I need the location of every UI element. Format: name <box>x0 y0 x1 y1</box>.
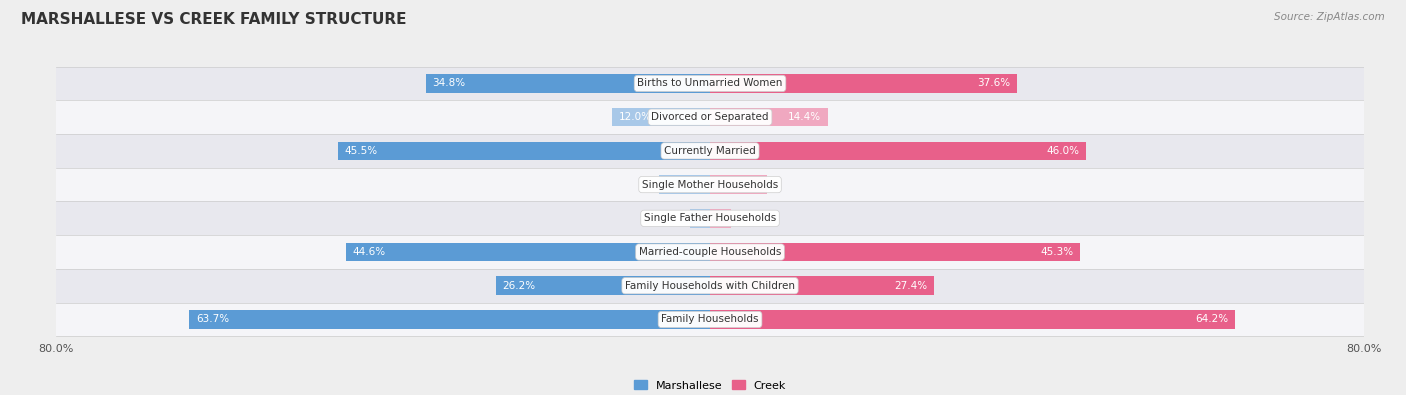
Text: 2.6%: 2.6% <box>700 213 727 223</box>
Text: 6.3%: 6.3% <box>662 180 689 190</box>
Text: 44.6%: 44.6% <box>352 247 385 257</box>
Text: 34.8%: 34.8% <box>432 79 465 88</box>
Text: Births to Unmarried Women: Births to Unmarried Women <box>637 79 783 88</box>
Text: 63.7%: 63.7% <box>195 314 229 324</box>
Bar <box>496 276 710 295</box>
Bar <box>56 235 1364 269</box>
Bar <box>56 134 1364 168</box>
Bar <box>56 67 1364 100</box>
Text: 46.0%: 46.0% <box>1046 146 1080 156</box>
Bar <box>56 269 1364 303</box>
Text: MARSHALLESE VS CREEK FAMILY STRUCTURE: MARSHALLESE VS CREEK FAMILY STRUCTURE <box>21 12 406 27</box>
Text: Currently Married: Currently Married <box>664 146 756 156</box>
Bar <box>658 175 710 194</box>
Bar <box>690 209 710 228</box>
Bar <box>56 201 1364 235</box>
Bar <box>710 276 934 295</box>
Text: 37.6%: 37.6% <box>977 79 1011 88</box>
Bar <box>56 303 1364 336</box>
Text: Source: ZipAtlas.com: Source: ZipAtlas.com <box>1274 12 1385 22</box>
Bar <box>56 168 1364 201</box>
Text: 27.4%: 27.4% <box>894 281 928 291</box>
Bar <box>710 209 731 228</box>
Text: Family Households with Children: Family Households with Children <box>626 281 794 291</box>
Text: Single Mother Households: Single Mother Households <box>643 180 778 190</box>
Bar <box>612 108 710 126</box>
Bar <box>190 310 710 329</box>
Bar <box>710 74 1018 93</box>
Text: 7.0%: 7.0% <box>737 180 763 190</box>
Text: Family Households: Family Households <box>661 314 759 324</box>
Text: 14.4%: 14.4% <box>787 112 821 122</box>
Text: 2.4%: 2.4% <box>695 213 721 223</box>
Bar <box>346 243 710 261</box>
Text: Divorced or Separated: Divorced or Separated <box>651 112 769 122</box>
Bar <box>710 175 768 194</box>
Bar <box>56 100 1364 134</box>
Text: 64.2%: 64.2% <box>1195 314 1229 324</box>
Text: Married-couple Households: Married-couple Households <box>638 247 782 257</box>
Bar <box>710 310 1234 329</box>
Bar <box>710 243 1080 261</box>
Text: 26.2%: 26.2% <box>502 281 536 291</box>
Text: 12.0%: 12.0% <box>619 112 651 122</box>
Text: 45.5%: 45.5% <box>344 146 378 156</box>
Bar <box>710 108 828 126</box>
Legend: Marshallese, Creek: Marshallese, Creek <box>630 376 790 395</box>
Bar <box>710 141 1085 160</box>
Text: 45.3%: 45.3% <box>1040 247 1074 257</box>
Bar <box>426 74 710 93</box>
Bar <box>339 141 710 160</box>
Text: Single Father Households: Single Father Households <box>644 213 776 223</box>
